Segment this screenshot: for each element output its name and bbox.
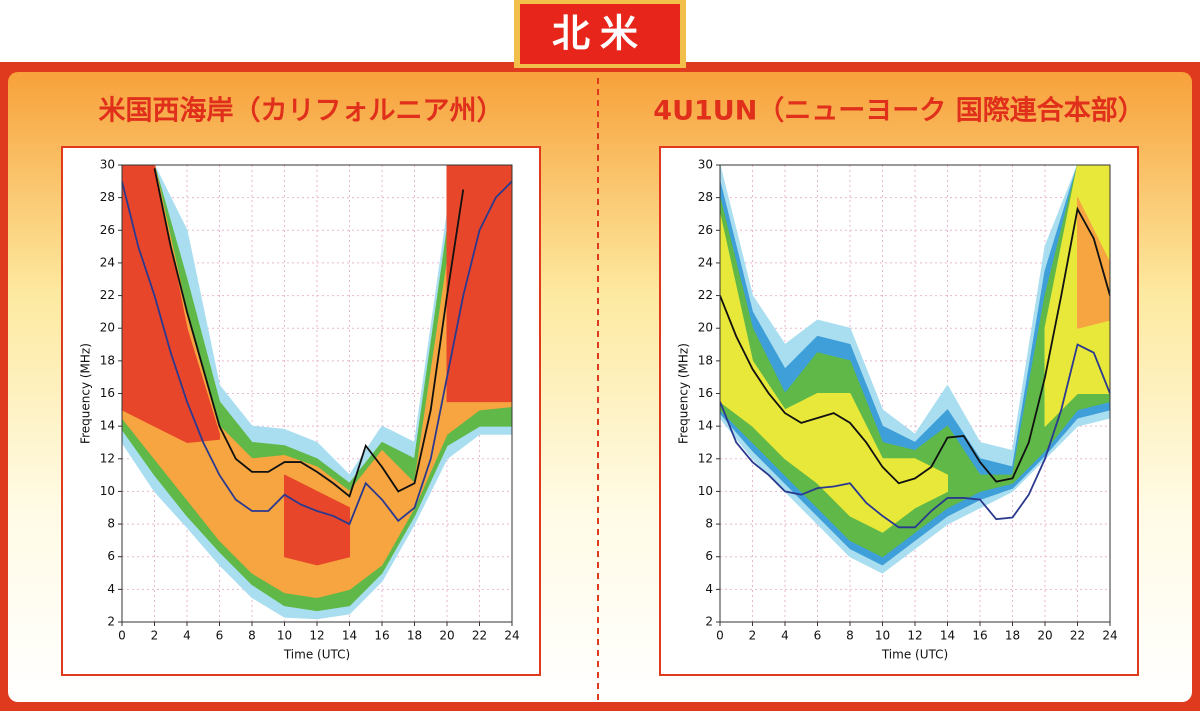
contour-band (446, 165, 512, 403)
x-tick-label: 16 (374, 629, 389, 643)
y-tick-label: 10 (100, 484, 115, 498)
y-tick-label: 24 (100, 255, 115, 269)
region-title: 北米 (552, 12, 648, 56)
panel-title: 米国西海岸（カリフォルニア州） (99, 96, 504, 127)
y-tick-label: 22 (698, 288, 713, 302)
contour-band (122, 165, 512, 599)
x-tick-label: 6 (814, 629, 822, 643)
x-tick-label: 12 (309, 629, 324, 643)
x-tick-label: 8 (248, 629, 256, 643)
x-axis-label: Time (UTC) (881, 648, 948, 662)
x-tick-label: 14 (940, 629, 955, 643)
x-tick-label: 18 (1005, 629, 1020, 643)
y-axis-label: Frequency (MHz) (79, 343, 93, 444)
contour-band (1077, 197, 1110, 329)
x-tick-label: 14 (342, 629, 357, 643)
x-tick-label: 4 (781, 629, 789, 643)
y-tick-label: 24 (698, 255, 713, 269)
y-tick-label: 10 (698, 484, 713, 498)
y-tick-label: 26 (698, 223, 713, 237)
y-tick-label: 26 (100, 223, 115, 237)
x-tick-label: 6 (216, 629, 224, 643)
y-tick-label: 18 (100, 353, 115, 367)
y-tick-label: 30 (698, 158, 713, 172)
y-tick-label: 14 (100, 419, 115, 433)
x-tick-label: 22 (1070, 629, 1085, 643)
x-axis-label: Time (UTC) (283, 648, 350, 662)
y-tick-label: 28 (698, 190, 713, 204)
y-tick-label: 20 (100, 321, 115, 335)
x-tick-label: 22 (472, 629, 487, 643)
plot (720, 165, 1110, 574)
x-tick-label: 24 (504, 629, 519, 643)
y-tick-label: 12 (100, 451, 115, 465)
line (122, 180, 512, 526)
y-tick-label: 2 (705, 615, 713, 629)
y-tick-label: 8 (705, 517, 713, 531)
line (720, 343, 1110, 529)
x-tick-label: 12 (907, 629, 922, 643)
y-tick-label: 4 (705, 582, 713, 596)
y-tick-label: 20 (698, 321, 713, 335)
y-tick-label: 12 (698, 451, 713, 465)
contour-band (284, 474, 350, 566)
y-tick-label: 18 (698, 353, 713, 367)
y-axis-label: Frequency (MHz) (677, 343, 691, 444)
tab (520, 4, 680, 64)
y-tick-label: 14 (698, 419, 713, 433)
y-tick-label: 16 (698, 386, 713, 400)
x-tick-label: 8 (846, 629, 854, 643)
x-tick-label: 0 (716, 629, 724, 643)
y-tick-label: 16 (100, 386, 115, 400)
plot (122, 165, 512, 620)
y-tick-label: 6 (705, 549, 713, 563)
x-tick-label: 24 (1102, 629, 1117, 643)
y-tick-label: 30 (100, 158, 115, 172)
y-tick-label: 4 (107, 582, 115, 596)
y-tick-label: 28 (100, 190, 115, 204)
x-tick-label: 2 (749, 629, 757, 643)
y-tick-label: 8 (107, 517, 115, 531)
y-tick-label: 22 (100, 288, 115, 302)
y-tick-label: 6 (107, 549, 115, 563)
panel-title: 4U1UN（ニューヨーク 国際連合本部） (653, 95, 1144, 127)
x-tick-label: 10 (875, 629, 890, 643)
x-tick-label: 2 (151, 629, 159, 643)
line (153, 168, 465, 498)
x-tick-label: 10 (277, 629, 292, 643)
x-tick-label: 20 (439, 629, 454, 643)
line (720, 206, 1110, 485)
x-tick-label: 18 (407, 629, 422, 643)
x-tick-label: 4 (183, 629, 191, 643)
y-tick-label: 2 (107, 615, 115, 629)
contour-band (720, 213, 948, 533)
x-tick-label: 16 (972, 629, 987, 643)
x-tick-label: 20 (1037, 629, 1052, 643)
x-tick-label: 0 (118, 629, 126, 643)
